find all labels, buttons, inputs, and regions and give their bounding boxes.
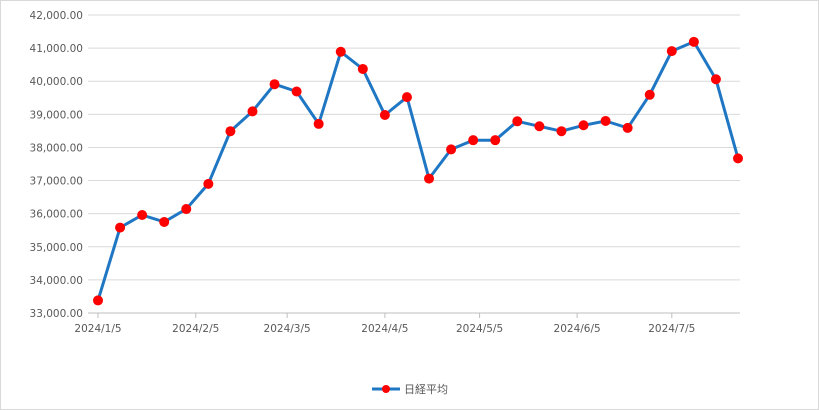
data-point [247, 106, 258, 117]
data-point [468, 135, 479, 146]
data-point [733, 153, 743, 164]
data-point [291, 86, 302, 97]
data-point [644, 89, 655, 100]
x-tick-label: 2024/2/5 [172, 323, 219, 335]
y-tick-label: 35,000.00 [30, 242, 83, 254]
y-tick-label: 40,000.00 [30, 76, 83, 88]
y-tick-label: 37,000.00 [30, 176, 83, 188]
y-tick-label: 34,000.00 [30, 275, 83, 287]
data-point [490, 135, 501, 146]
data-point [137, 209, 148, 220]
data-point [556, 126, 567, 137]
data-point [203, 178, 214, 189]
data-point [710, 74, 721, 85]
y-tick-label: 36,000.00 [30, 209, 83, 221]
y-axis: 33,000.00 34,000.00 35,000.00 36,000.00 37,0… [30, 10, 83, 320]
legend-marker-swatch [382, 385, 390, 393]
series-line [96, 40, 740, 301]
data-point [269, 79, 280, 90]
x-tick-label: 2024/6/5 [554, 323, 601, 335]
series-layer [93, 36, 743, 306]
data-point [115, 222, 126, 233]
gridlines [88, 14, 740, 314]
data-point [424, 173, 435, 184]
legend-label: 日経平均 [404, 383, 448, 396]
legend: 日経平均 [372, 383, 448, 396]
data-point [401, 92, 412, 103]
data-point [622, 122, 633, 133]
data-point [181, 204, 192, 215]
data-point [93, 295, 103, 306]
y-tick-label: 41,000.00 [30, 43, 83, 55]
data-point [666, 46, 677, 57]
y-tick-label: 38,000.00 [30, 142, 83, 154]
data-point [225, 126, 236, 137]
y-tick-label: 33,000.00 [30, 308, 83, 320]
data-point [578, 120, 589, 131]
y-tick-label: 39,000.00 [30, 109, 83, 121]
data-point [512, 116, 523, 127]
x-tick-label: 2024/7/5 [648, 323, 695, 335]
data-point [357, 63, 368, 74]
data-point [446, 144, 457, 155]
x-tick-label: 2024/1/5 [74, 323, 121, 335]
data-point [379, 109, 390, 120]
data-point [159, 216, 170, 227]
x-tick-label: 2024/4/5 [361, 323, 408, 335]
data-point [335, 46, 346, 57]
data-point [600, 115, 611, 126]
data-point [313, 118, 324, 129]
x-axis: 2024/1/5 2024/2/5 2024/3/5 2024/4/5 2024/5/5… [74, 313, 695, 335]
data-point [688, 36, 699, 47]
x-tick-label: 2024/3/5 [264, 323, 311, 335]
data-point [534, 121, 545, 132]
x-tick-label: 2024/5/5 [456, 323, 503, 335]
y-tick-label: 42,000.00 [30, 10, 83, 22]
